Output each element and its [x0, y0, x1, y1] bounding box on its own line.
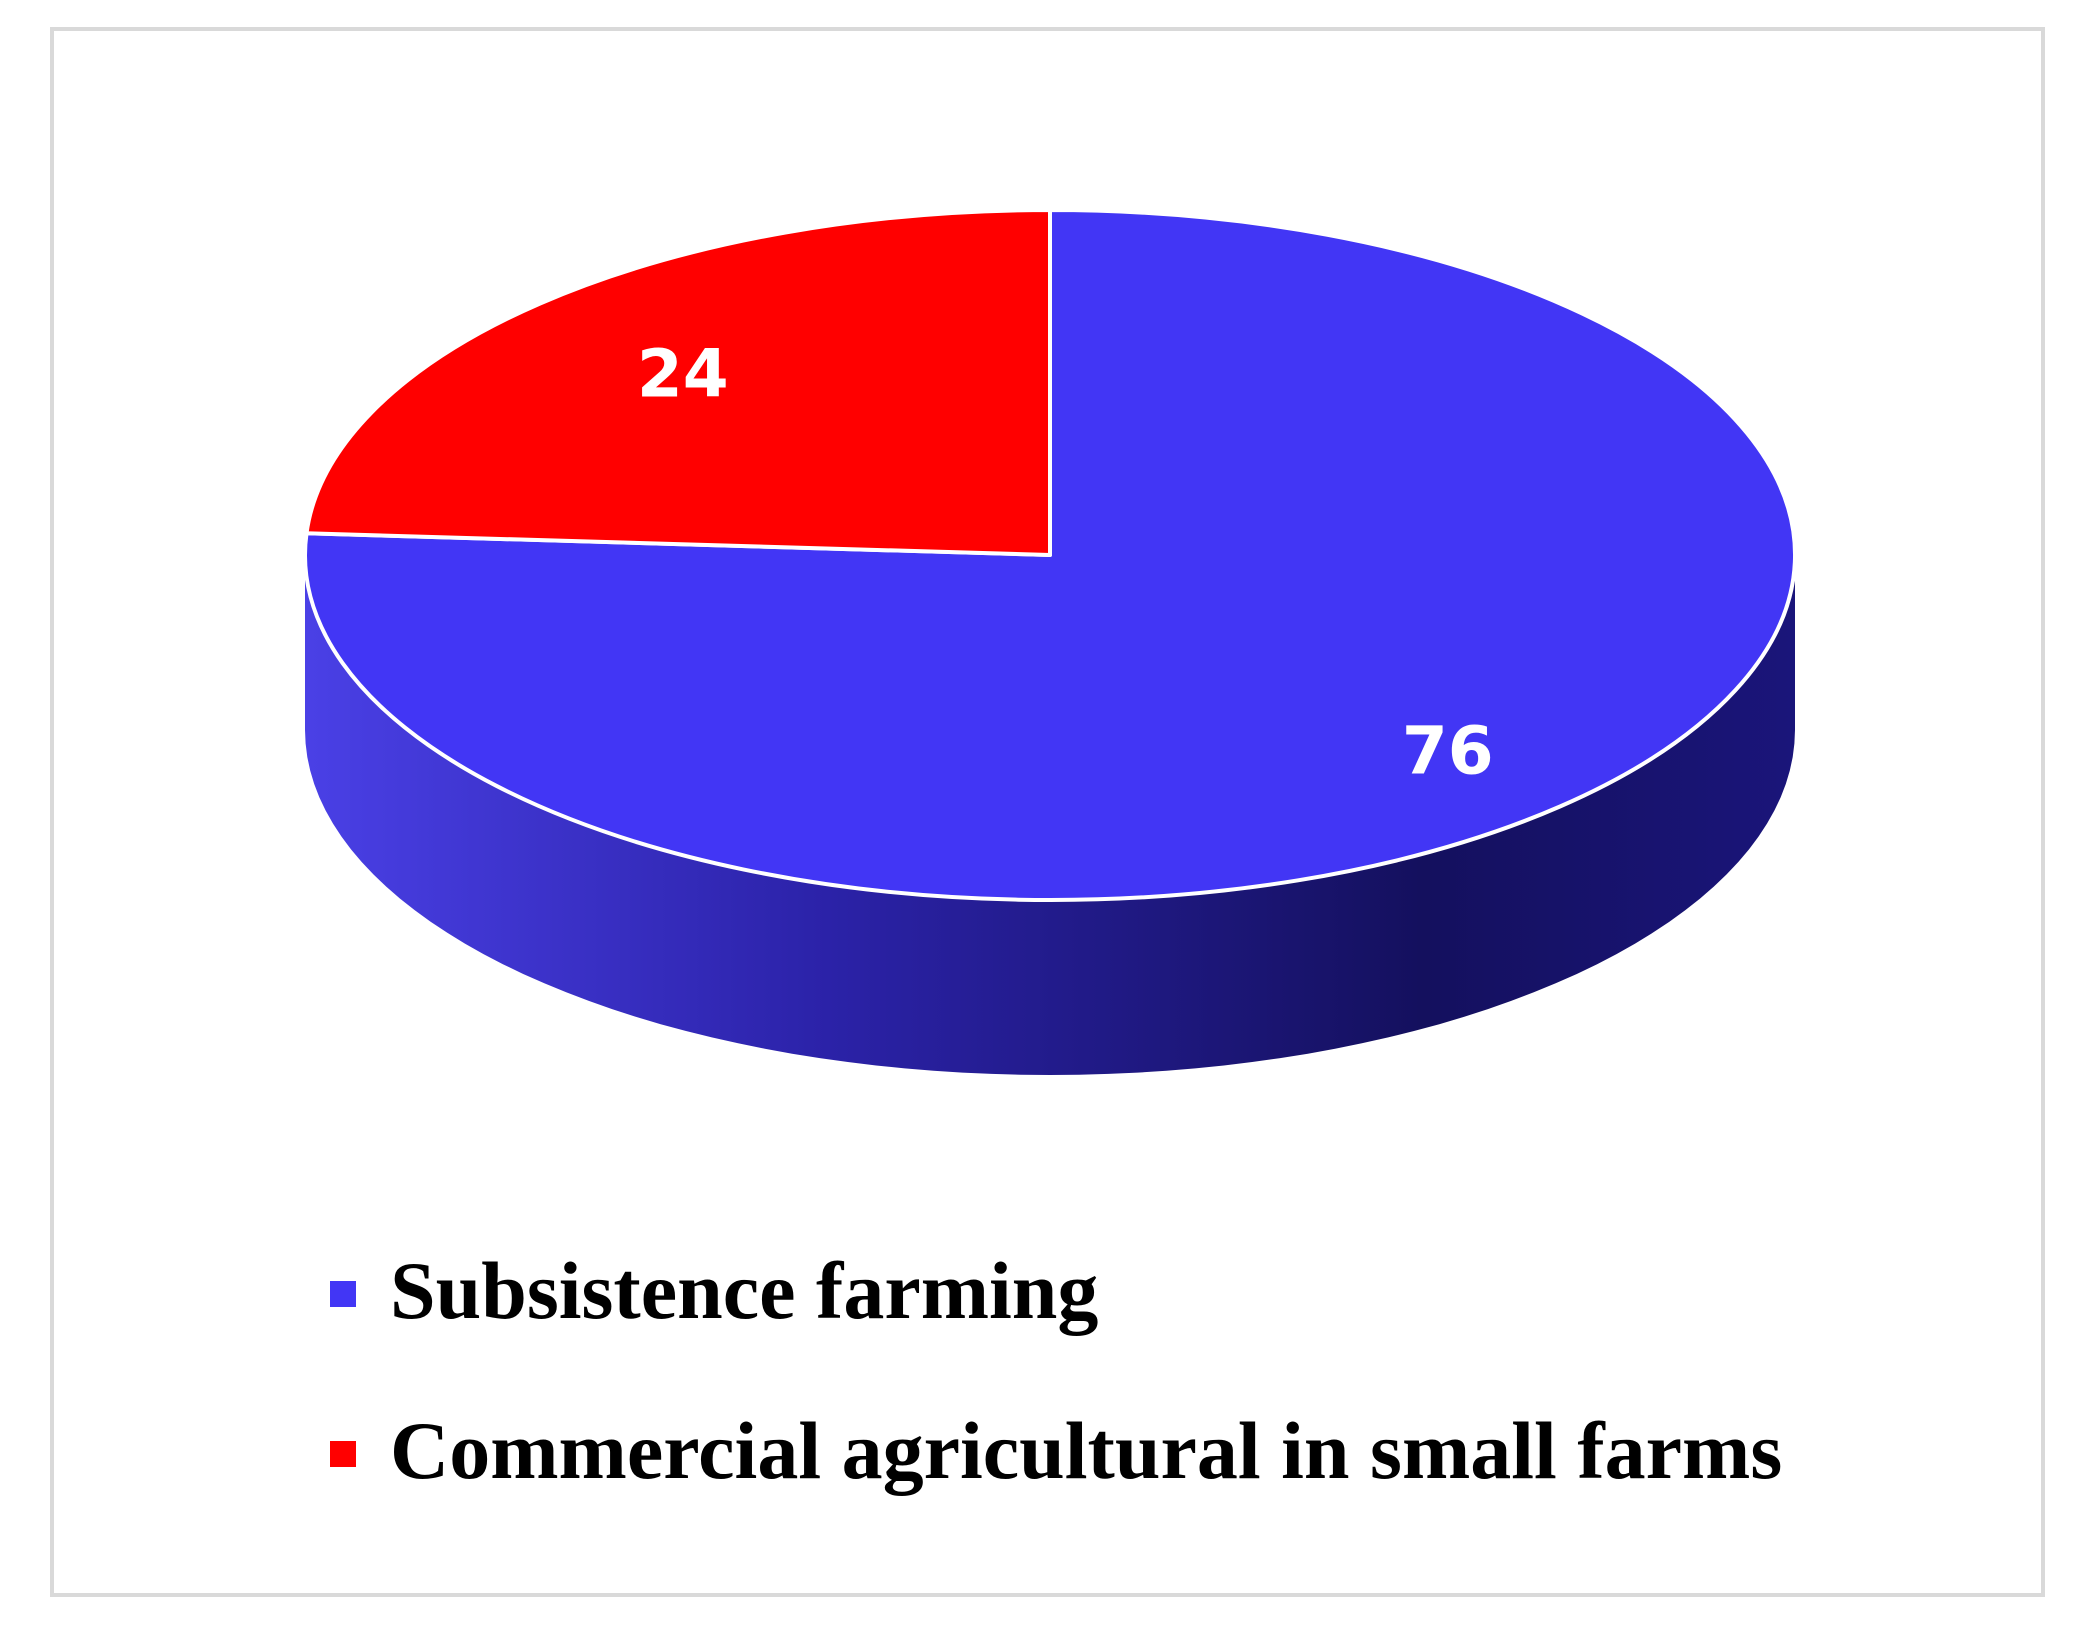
legend-swatch-subsistence-farming [330, 1281, 356, 1307]
pie-data-labels: 76 24 [637, 335, 1494, 789]
legend-swatch-commercial-agricultural [330, 1441, 356, 1467]
legend-label: Commercial agricultural in small farms [390, 1405, 1783, 1496]
data-label-subsistence-farming: 76 [1402, 713, 1494, 790]
pie-side-wall [305, 555, 1795, 1075]
data-label-commercial-agricultural: 24 [637, 335, 729, 412]
legend: Subsistence farming Commercial agricultu… [330, 1245, 1782, 1565]
pie-top-face [303, 208, 1797, 902]
pie-side-subsistence-farming [305, 555, 1795, 1075]
legend-item-subsistence-farming: Subsistence farming [330, 1245, 1782, 1337]
legend-label: Subsistence farming [390, 1245, 1099, 1336]
legend-item-commercial-agricultural: Commercial agricultural in small farms [330, 1405, 1782, 1497]
pie-slice-commercial-agricultural [304, 208, 1052, 557]
